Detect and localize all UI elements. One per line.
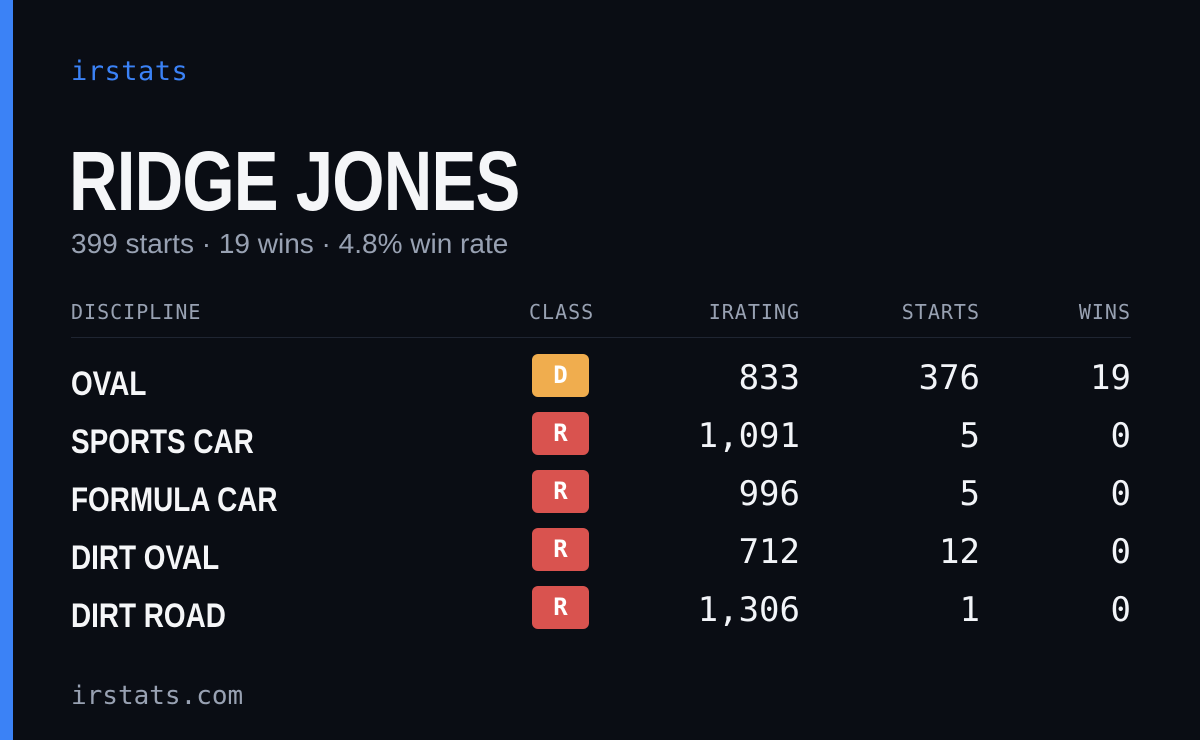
footer-site-url: irstats.com bbox=[71, 681, 244, 711]
wins-value: 0 bbox=[1110, 474, 1131, 514]
page-title: RIDGE JONES bbox=[69, 134, 520, 228]
table-header: DISCIPLINE CLASS IRATING STARTS WINS bbox=[71, 298, 1131, 338]
column-header-class: CLASS bbox=[529, 300, 595, 324]
starts-value: 1 bbox=[959, 590, 980, 630]
starts-value: 12 bbox=[939, 532, 980, 572]
irating-value: 1,091 bbox=[697, 416, 800, 456]
stats-summary: 399 starts · 19 wins · 4.8% win rate bbox=[71, 228, 509, 259]
column-header-discipline: DISCIPLINE bbox=[71, 300, 202, 324]
license-class-badge: R bbox=[532, 586, 589, 629]
starts-value: 5 bbox=[959, 416, 980, 456]
column-header-starts: STARTS bbox=[901, 300, 980, 324]
starts-value: 5 bbox=[959, 474, 980, 514]
table-row: SPORTS CAR R 1,091 5 0 bbox=[71, 412, 1131, 470]
license-class-badge: R bbox=[532, 412, 589, 455]
license-class-badge: R bbox=[532, 528, 589, 571]
discipline-name: DIRT OVAL bbox=[71, 539, 220, 577]
license-class-badge: R bbox=[532, 470, 589, 513]
table-row: OVAL D 833 376 19 bbox=[71, 354, 1131, 412]
column-header-wins: WINS bbox=[1078, 300, 1131, 324]
starts-value: 376 bbox=[918, 358, 980, 398]
license-class-badge: D bbox=[532, 354, 589, 397]
irating-value: 712 bbox=[738, 532, 800, 572]
table-body: OVAL D 833 376 19 SPORTS CAR R 1,091 5 0… bbox=[71, 354, 1131, 644]
brand-logo-text: irstats bbox=[71, 56, 189, 87]
irating-value: 833 bbox=[738, 358, 800, 398]
accent-bar bbox=[0, 0, 13, 740]
irating-value: 996 bbox=[738, 474, 800, 514]
table-row: FORMULA CAR R 996 5 0 bbox=[71, 470, 1131, 528]
discipline-name: FORMULA CAR bbox=[71, 481, 278, 519]
table-row: DIRT OVAL R 712 12 0 bbox=[71, 528, 1131, 586]
discipline-name: DIRT ROAD bbox=[71, 597, 226, 635]
irating-value: 1,306 bbox=[697, 590, 800, 630]
wins-value: 0 bbox=[1110, 416, 1131, 456]
wins-value: 0 bbox=[1110, 590, 1131, 630]
wins-value: 0 bbox=[1110, 532, 1131, 572]
table-row: DIRT ROAD R 1,306 1 0 bbox=[71, 586, 1131, 644]
ratings-table: DISCIPLINE CLASS IRATING STARTS WINS OVA… bbox=[71, 298, 1131, 644]
discipline-name: OVAL bbox=[71, 365, 147, 403]
discipline-name: SPORTS CAR bbox=[71, 423, 254, 461]
wins-value: 19 bbox=[1090, 358, 1131, 398]
column-header-irating: IRATING bbox=[708, 300, 800, 324]
